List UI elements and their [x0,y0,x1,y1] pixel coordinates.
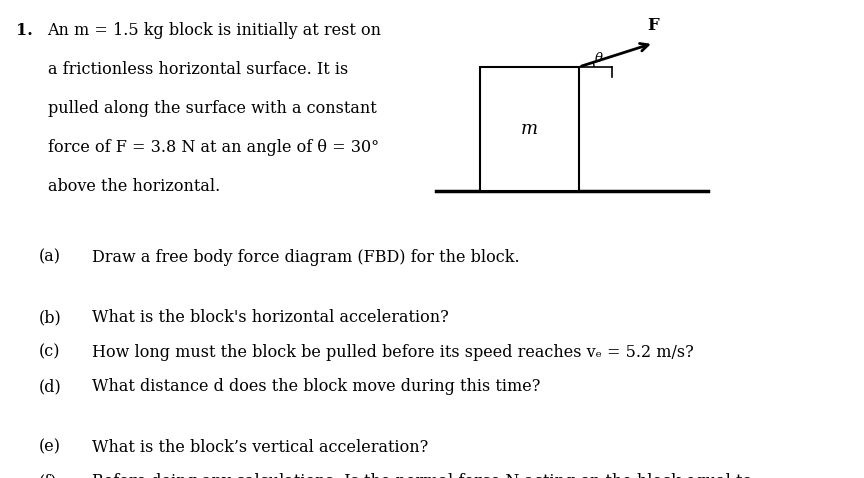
Text: What is the block’s vertical acceleration?: What is the block’s vertical acceleratio… [92,439,429,456]
Text: What is the block's horizontal acceleration?: What is the block's horizontal accelerat… [92,309,449,326]
Text: θ: θ [594,52,602,65]
Text: (b): (b) [39,309,61,326]
Text: How long must the block be pulled before its speed reaches vₑ = 5.2 m/s?: How long must the block be pulled before… [92,344,694,361]
Text: (f): (f) [39,473,57,478]
Text: above the horizontal.: above the horizontal. [48,178,219,196]
Text: (c): (c) [39,344,60,361]
Text: (d): (d) [39,378,61,395]
Text: Before doing any calculations: Is the normal force N acting on the block equal t: Before doing any calculations: Is the no… [92,473,758,478]
Text: m: m [521,120,537,138]
Text: force of F = 3.8 N at an angle of θ = 30°: force of F = 3.8 N at an angle of θ = 30… [48,139,378,156]
Text: What distance d does the block move during this time?: What distance d does the block move duri… [92,378,541,395]
Text: An m = 1.5 kg block is initially at rest on: An m = 1.5 kg block is initially at rest… [48,22,382,39]
Bar [480,67,579,191]
Text: (e): (e) [39,439,60,456]
Text: F: F [647,17,658,34]
Text: a frictionless horizontal surface. It is: a frictionless horizontal surface. It is [48,61,348,78]
Text: (a): (a) [39,249,60,266]
Text: pulled along the surface with a constant: pulled along the surface with a constant [48,100,376,117]
Text: 1.: 1. [16,22,32,39]
Text: Draw a free body force diagram (FBD) for the block.: Draw a free body force diagram (FBD) for… [92,249,520,266]
